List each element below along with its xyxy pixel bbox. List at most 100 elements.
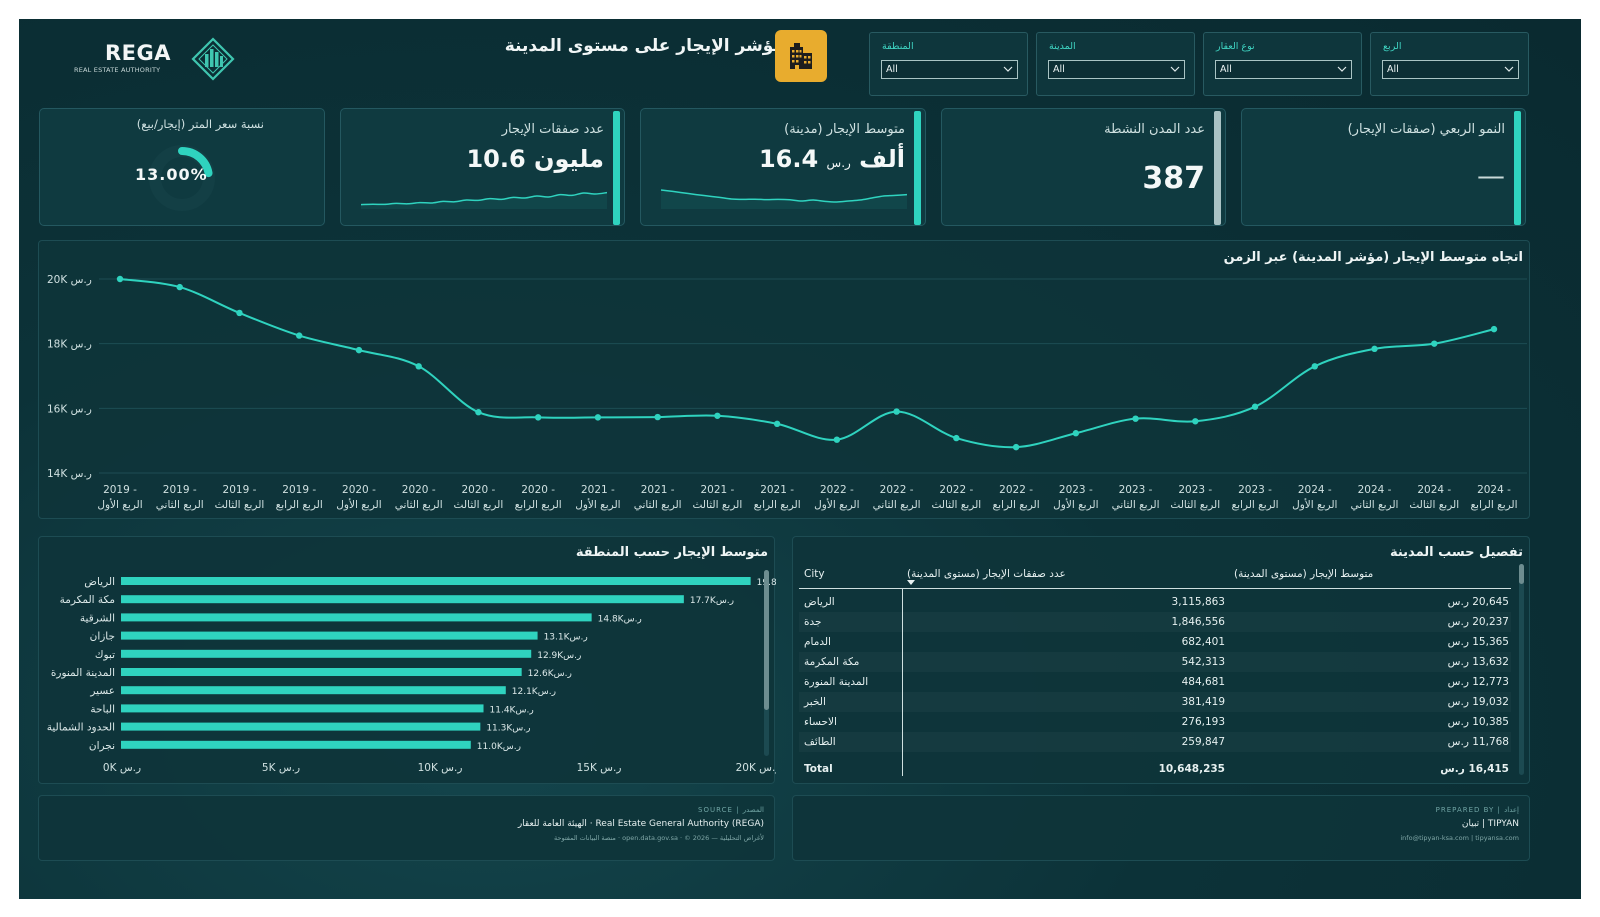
data-point[interactable] [714, 412, 721, 419]
bar-value-label: 12.1Kر.س [512, 687, 556, 697]
bar-value-label: 13.1Kر.س [544, 633, 588, 643]
x-tick-year: 2023 - [1119, 484, 1153, 496]
prepared-by-text: تبيان | TIPYAN [1461, 819, 1519, 829]
data-point[interactable] [355, 346, 363, 354]
filter-quarter-label: الربع [1383, 41, 1402, 52]
filter-property-type: نوع العقار All [1203, 32, 1362, 96]
region-label: الباحة [90, 703, 115, 715]
region-bar[interactable] [121, 704, 484, 713]
x-tick-year: 2019 - [223, 484, 257, 496]
x-tick-year: 2022 - [999, 484, 1033, 496]
filter-property-type-select[interactable]: All [1215, 60, 1352, 79]
data-point[interactable] [1192, 418, 1199, 425]
kpi-qoq-growth-label: النمو الربعي (صفقات الإيجار) [1347, 122, 1505, 137]
data-point[interactable] [773, 420, 781, 428]
region-bar[interactable] [121, 595, 684, 604]
source-text: الهيئة العامة للعقار · Real Estate Gener… [517, 819, 764, 829]
chevron-down-icon [1170, 66, 1180, 72]
region-bar[interactable] [121, 631, 538, 640]
x-tick-quarter: الربع الثالث [693, 499, 743, 511]
data-point[interactable] [116, 275, 124, 283]
scrollbar[interactable] [1519, 564, 1524, 775]
filter-city: المدينة All [1036, 32, 1195, 96]
kpi-avg-rent: متوسط الإيجار (مدينة) ألف ر.س 16.4 [640, 108, 926, 226]
column-header-rent[interactable]: متوسط الإيجار (مستوى المدينة) [1234, 568, 1374, 580]
data-point[interactable] [594, 414, 602, 421]
region-label: جازان [90, 631, 115, 643]
table-row[interactable]: جدة 1,846,556 20,237 ر.س [799, 612, 1511, 632]
kpi-rent-deals-value: 10.6 [466, 145, 526, 173]
table-row[interactable]: الدمام 682,401 15,365 ر.س [799, 632, 1511, 652]
table-row[interactable]: الطائف 259,847 11,768 ر.س [799, 732, 1511, 752]
data-point[interactable] [1251, 403, 1259, 410]
data-point[interactable] [654, 413, 661, 421]
bar-value-label: 12.6Kر.س [528, 669, 572, 679]
filter-quarter-select[interactable]: All [1382, 60, 1519, 79]
filter-region-select[interactable]: All [881, 60, 1018, 79]
region-bar[interactable] [121, 722, 481, 731]
x-tick-label: 20K ر.س [736, 762, 776, 774]
table-row[interactable]: المدينة المنورة 484,681 12,773 ر.س [799, 672, 1511, 692]
cell-city: الاحساء [804, 716, 837, 728]
total-rent: 16,415 ر.س [1440, 763, 1509, 775]
kpi-ratio-value: 13.00% [135, 165, 208, 184]
x-tick-quarter: الربع الثالث [215, 499, 265, 511]
x-tick-quarter: الربع الثاني [873, 499, 921, 511]
rent-by-region-panel: متوسط الإيجار حسب المنطقة الرياض19.8Kر.س… [38, 536, 776, 784]
data-point[interactable] [1012, 443, 1020, 451]
data-point[interactable] [893, 408, 900, 415]
data-point[interactable] [1371, 345, 1378, 353]
data-point[interactable] [1490, 325, 1498, 333]
column-header-city[interactable]: City [804, 568, 825, 580]
cell-city: الدمام [804, 636, 831, 648]
column-header-deals[interactable]: عدد صفقات الإيجار (مستوى المدينة) [907, 568, 1066, 580]
data-point[interactable] [1311, 363, 1318, 370]
kpi-rent-deals-label: عدد صفقات الإيجار [501, 122, 604, 137]
region-bar[interactable] [121, 613, 592, 622]
region-label: الحدود الشمالية [47, 722, 115, 734]
cell-city: الرياض [804, 596, 835, 608]
data-point[interactable] [296, 332, 303, 339]
total-label: Total [804, 763, 833, 775]
filter-property-type-value: All [1220, 64, 1232, 75]
x-tick-year: 2021 - [700, 484, 734, 496]
kpi-accent-bar [914, 111, 921, 225]
data-point[interactable] [1072, 430, 1080, 437]
table-row[interactable]: مكة المكرمة 542,313 13,632 ر.س [799, 652, 1511, 672]
kpi-qoq-growth: النمو الربعي (صفقات الإيجار) — [1241, 108, 1526, 226]
total-deals: 10,648,235 [1158, 763, 1225, 775]
data-point[interactable] [475, 409, 482, 416]
x-tick-label: 0K ر.س [103, 762, 141, 774]
prepared-by-footer: PREPARED BY | إعداد تبيان | TIPYAN info@… [792, 795, 1530, 861]
data-point[interactable] [953, 434, 960, 442]
bar-value-label: 11.0Kر.س [477, 742, 521, 752]
data-point[interactable] [833, 436, 841, 443]
region-bar[interactable] [121, 577, 751, 585]
cell-rent: 13,632 ر.س [1447, 656, 1509, 668]
region-bar[interactable] [121, 740, 471, 749]
filter-city-select[interactable]: All [1048, 60, 1185, 79]
region-label: نجران [89, 740, 115, 752]
data-point[interactable] [534, 414, 542, 421]
x-tick-year: 2020 - [342, 484, 376, 496]
scrollbar-thumb[interactable] [1519, 564, 1524, 584]
region-bar[interactable] [121, 649, 532, 658]
data-point[interactable] [236, 309, 243, 317]
buildings-icon [775, 30, 827, 82]
cell-rent: 20,237 ر.س [1447, 616, 1509, 628]
region-bar[interactable] [121, 668, 522, 676]
cell-rent: 10,385 ر.س [1447, 716, 1509, 728]
data-point[interactable] [415, 363, 422, 370]
table-row[interactable]: الرياض 3,115,863 20,645 ر.س [799, 592, 1511, 612]
data-point[interactable] [1431, 340, 1438, 347]
scrollbar[interactable] [764, 570, 769, 756]
region-label: تبوك [95, 649, 115, 661]
region-bar[interactable] [121, 686, 506, 695]
data-point[interactable] [1132, 415, 1139, 422]
x-tick-quarter: الربع الثاني [395, 499, 443, 511]
x-tick-quarter: الربع الثالث [931, 499, 981, 511]
data-point[interactable] [176, 283, 183, 291]
scrollbar-thumb[interactable] [764, 570, 769, 710]
table-row[interactable]: الخبر 381,419 19,032 ر.س [799, 692, 1511, 712]
table-row[interactable]: الاحساء 276,193 10,385 ر.س [799, 712, 1511, 732]
